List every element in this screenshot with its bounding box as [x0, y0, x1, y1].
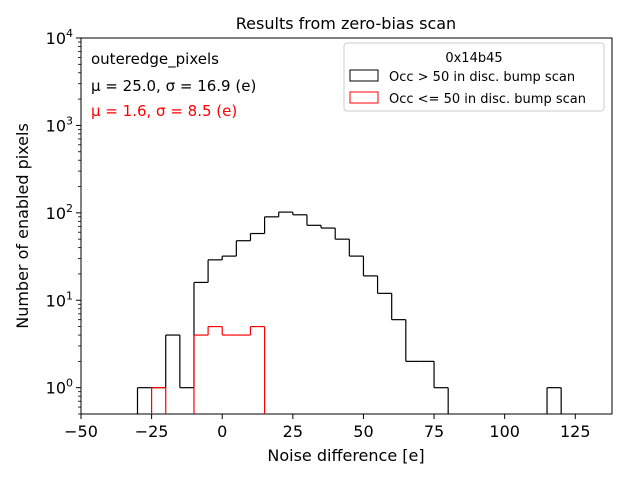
x-tick-label: 100 [489, 422, 520, 441]
x-tick-label: 0 [217, 422, 227, 441]
x-axis-ticks: −50 −25 0 25 50 75 100 125 [64, 414, 591, 441]
series-black-steps [136, 211, 562, 414]
x-tick-label: 125 [560, 422, 591, 441]
legend-title: 0x14b45 [445, 51, 502, 66]
x-axis-label: Noise difference [e] [267, 446, 424, 465]
x-tick-label: −25 [135, 422, 169, 441]
annotation-black-stats: μ = 25.0, σ = 16.9 (e) [91, 77, 256, 95]
chart-title: Results from zero-bias scan [236, 14, 456, 33]
plot-area [80, 37, 613, 415]
legend-box [343, 42, 605, 112]
annotation-red-stats: μ = 1.6, σ = 8.5 (e) [91, 102, 237, 120]
x-tick-label: 75 [424, 422, 444, 441]
legend-entry-black: Occ > 50 in disc. bump scan [389, 70, 575, 85]
legend: 0x14b45 Occ > 50 in disc. bump scan Occ … [343, 42, 605, 112]
y-tick-label: 103 [46, 114, 73, 135]
legend-swatch-red [349, 91, 379, 104]
series-red-steps [151, 325, 266, 414]
y-axis-label: Number of enabled pixels [13, 123, 32, 329]
x-tick-label: 50 [353, 422, 373, 441]
y-tick-label: 101 [46, 289, 73, 310]
legend-entry-red: Occ <= 50 in disc. bump scan [389, 92, 586, 107]
y-tick-label: 100 [46, 377, 73, 398]
y-axis-ticks: 100 101 102 103 104 [46, 27, 81, 415]
legend-swatch-black [349, 69, 379, 82]
x-tick-label: −50 [64, 422, 98, 441]
annotation-group-name: outeredge_pixels [91, 50, 219, 69]
y-tick-label: 104 [46, 27, 73, 48]
y-tick-label: 102 [46, 202, 73, 223]
x-tick-label: 25 [283, 422, 303, 441]
